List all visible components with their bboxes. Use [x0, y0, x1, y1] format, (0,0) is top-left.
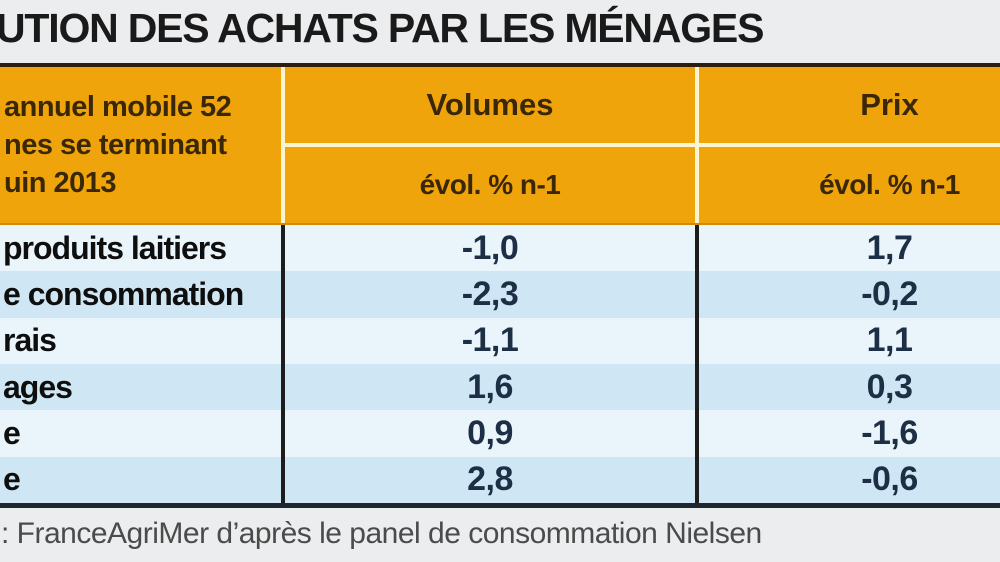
- row-label: e: [3, 414, 21, 451]
- table-header: annuel mobile 52 nes se terminant uin 20…: [0, 67, 1000, 225]
- prix-value: -0,6: [861, 460, 918, 499]
- table-row: ages 1,6 0,3: [0, 363, 1000, 411]
- body-column-separator: [281, 317, 285, 364]
- body-column-separator: [281, 225, 285, 272]
- row-label: rais: [3, 322, 57, 359]
- body-column-separator: [695, 363, 699, 411]
- row-label: e: [3, 461, 21, 498]
- row-label: e consommation: [3, 275, 244, 312]
- volumes-value: 0,9: [467, 413, 513, 452]
- body-column-separator: [281, 456, 285, 503]
- prix-value: -1,6: [861, 413, 918, 452]
- table-row: e consommation -2,3 -0,2: [0, 271, 1000, 318]
- body-column-separator: [695, 410, 699, 457]
- row-label: ages: [3, 368, 73, 405]
- volumes-value: 1,6: [467, 367, 513, 406]
- purchases-table: annuel mobile 52 nes se terminant uin 20…: [0, 63, 1000, 508]
- row-label: produits laitiers: [3, 229, 227, 266]
- body-column-separator: [281, 363, 285, 411]
- prix-value: 1,1: [866, 321, 913, 360]
- prix-value: 0,3: [866, 367, 913, 406]
- body-column-separator: [281, 410, 285, 457]
- table-row: produits laitiers -1,0 1,7: [0, 225, 1000, 272]
- table-row: rais -1,1 1,1: [0, 317, 1000, 364]
- header-row-separator: [699, 143, 1000, 147]
- table-row: e 0,9 -1,6: [0, 410, 1000, 457]
- volumes-value: -2,3: [461, 274, 519, 313]
- body-column-separator: [695, 271, 699, 318]
- header-row-separator: [285, 143, 695, 147]
- page-title: UTION DES ACHATS PAR LES MÉNAGES: [0, 5, 764, 51]
- body-column-separator: [695, 317, 699, 364]
- volumes-value: 2,8: [467, 460, 513, 499]
- body-column-separator: [281, 271, 285, 318]
- header-column-separator: [695, 67, 699, 223]
- source-text: : FranceAgriMer d’après le panel de cons…: [1, 517, 762, 550]
- period-line-2: nes se terminant: [4, 129, 227, 161]
- volumes-header-label: Volumes: [426, 87, 554, 122]
- volumes-column-header: Volumes évol. % n-1: [285, 67, 695, 223]
- body-column-separator: [695, 225, 699, 272]
- period-line-3: uin 2013: [4, 167, 117, 199]
- table-body: produits laitiers -1,0 1,7 e consommatio…: [0, 225, 1000, 503]
- body-column-separator: [695, 456, 699, 503]
- prix-value: -0,2: [861, 274, 918, 313]
- period-header-cell: annuel mobile 52 nes se terminant uin 20…: [0, 67, 281, 223]
- volumes-value: -1,1: [461, 321, 519, 360]
- header-column-separator: [281, 67, 285, 223]
- prix-column-header: Prix évol. % n-1: [699, 67, 1000, 223]
- prix-header-label: Prix: [860, 87, 919, 122]
- period-line-1: annuel mobile 52: [4, 91, 232, 123]
- prix-value: 1,7: [866, 228, 913, 267]
- table-row: e 2,8 -0,6: [0, 456, 1000, 503]
- volumes-value: -1,0: [461, 228, 519, 267]
- prix-subheader-label: évol. % n-1: [819, 169, 960, 200]
- volumes-subheader-label: évol. % n-1: [419, 169, 561, 200]
